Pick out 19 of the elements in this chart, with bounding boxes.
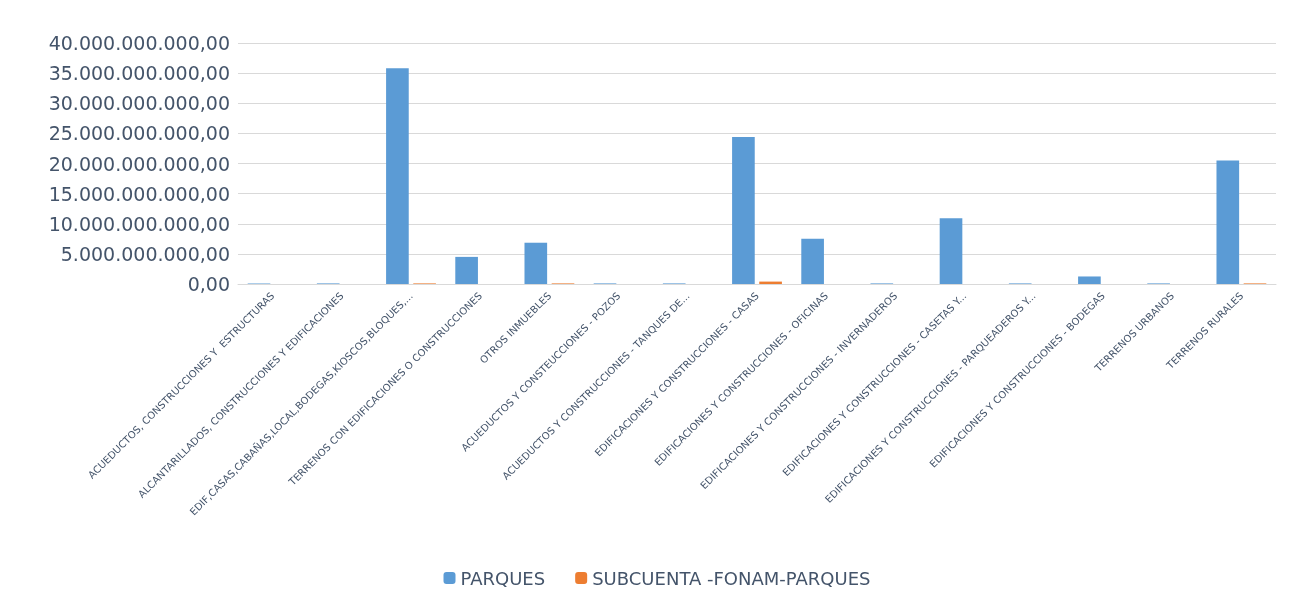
- y-tick-label: 20.000.000.000,00: [48, 152, 230, 175]
- y-tick-label: 5.000.000.000,00: [60, 242, 230, 265]
- y-tick-label: 40.000.000.000,00: [48, 32, 230, 54]
- legend-label: SUBCUENTA -FONAM-PARQUES: [592, 567, 871, 589]
- y-tick-label: 0,00: [187, 273, 230, 295]
- y-tick-label: 15.000.000.000,00: [48, 182, 230, 205]
- bar: [524, 242, 548, 284]
- bar: [939, 218, 963, 284]
- bar: [386, 68, 409, 284]
- bar: [1078, 276, 1101, 284]
- y-tick-label: 30.000.000.000,00: [48, 92, 230, 115]
- bar: [455, 256, 478, 284]
- y-tick-label: 35.000.000.000,00: [48, 62, 230, 85]
- bar: [1216, 160, 1240, 284]
- y-tick-label: 25.000.000.000,00: [48, 122, 230, 145]
- y-tick-label: 10.000.000.000,00: [48, 212, 230, 235]
- bar: [801, 238, 824, 284]
- legend-label: PARQUES: [460, 567, 546, 589]
- bar: [732, 136, 755, 284]
